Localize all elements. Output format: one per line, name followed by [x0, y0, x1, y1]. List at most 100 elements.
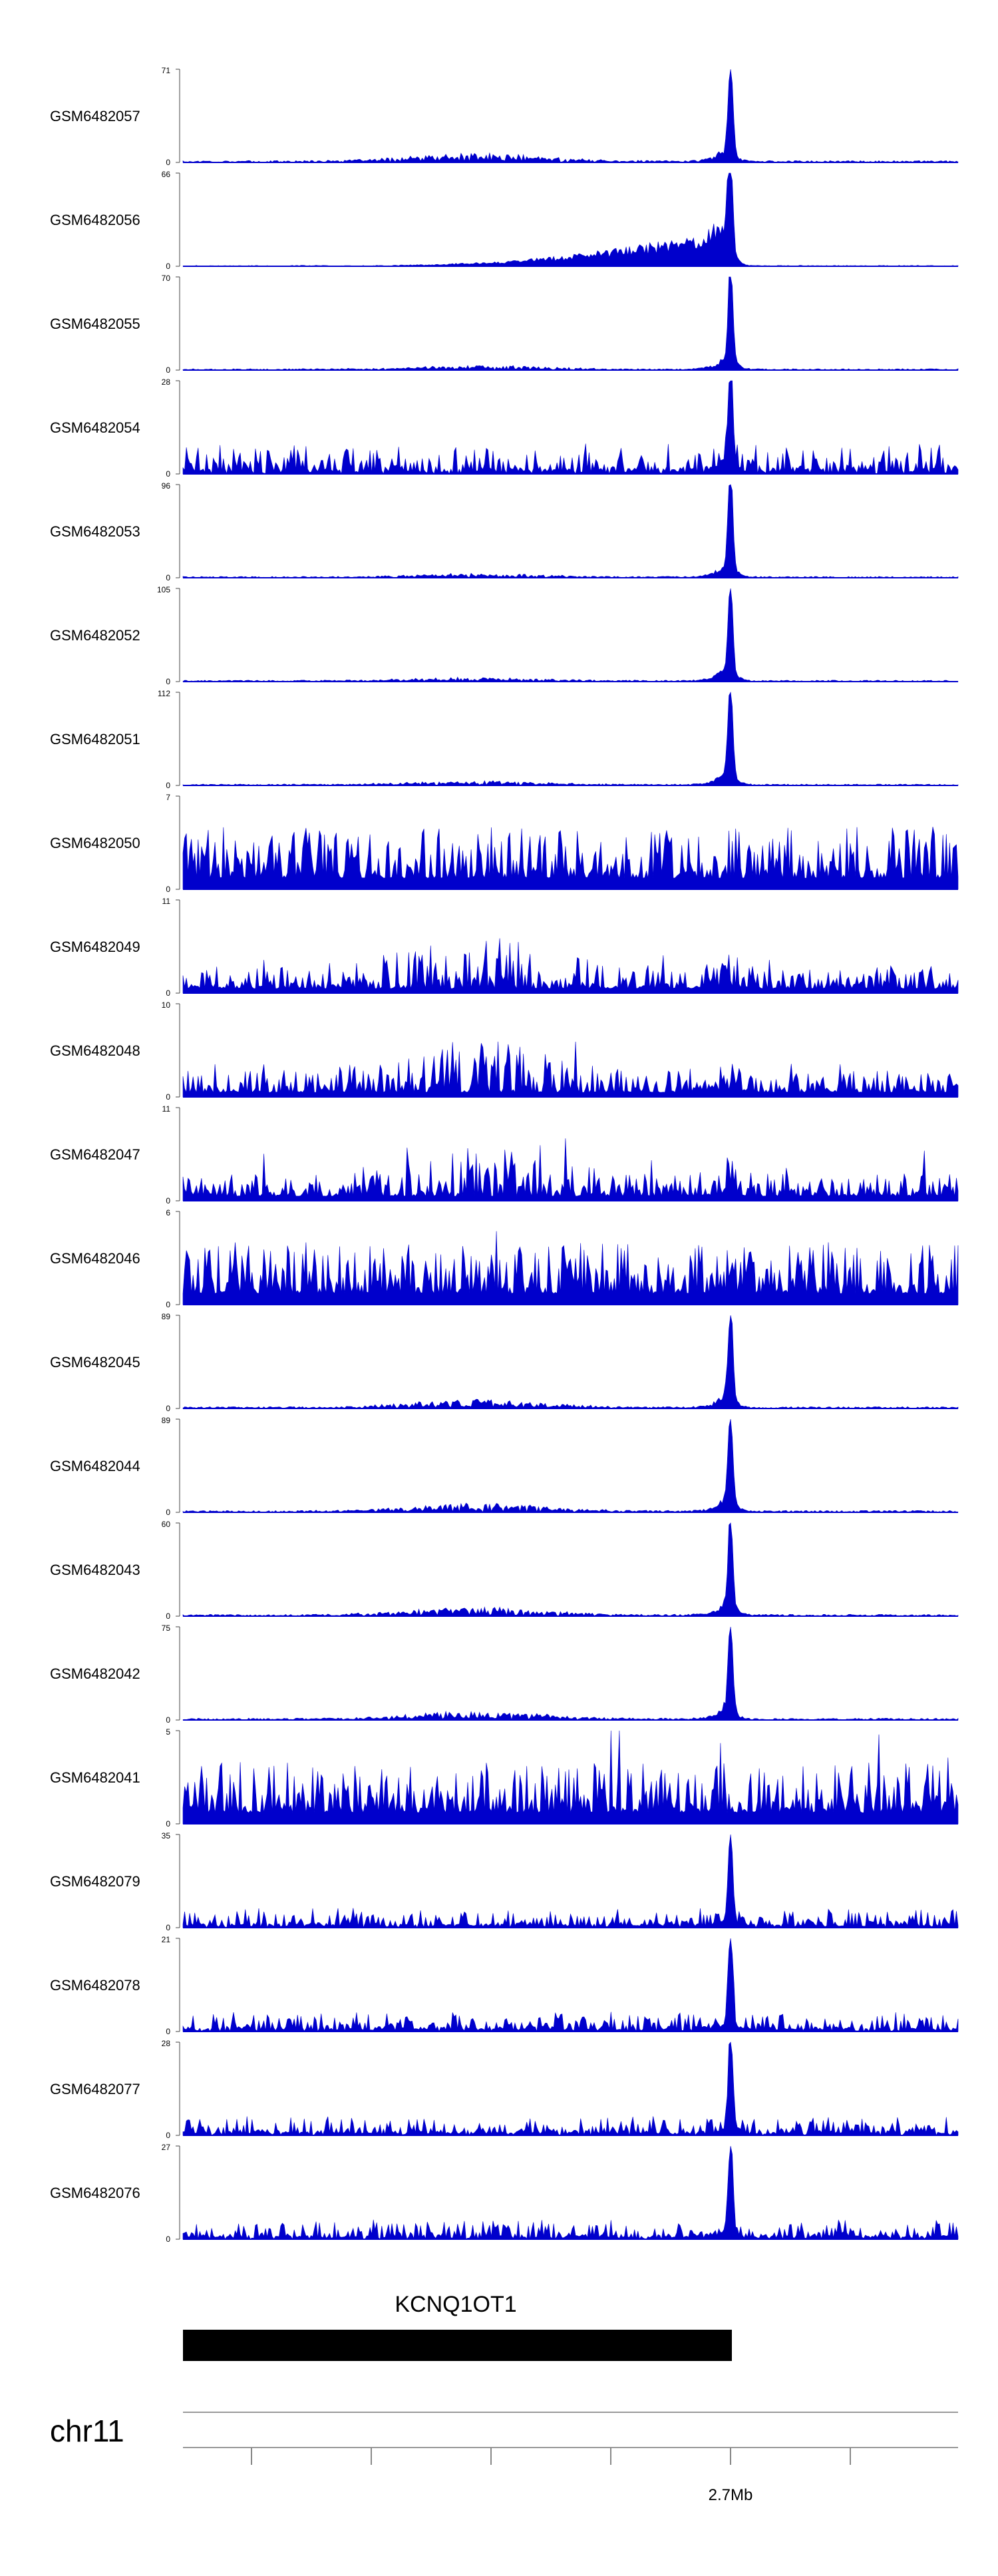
track-GSM6482045: GSM6482045 89 0 — [50, 1312, 959, 1413]
track-label: GSM6482076 — [50, 2185, 140, 2201]
track-ymin-label: 0 — [166, 158, 170, 167]
track-ymin-label: 0 — [166, 1508, 170, 1517]
track-GSM6482055: GSM6482055 70 0 — [50, 274, 959, 375]
track-ymax-label: 71 — [162, 66, 171, 75]
x-axis-ticks — [251, 2448, 851, 2465]
track-label: GSM6482049 — [50, 939, 140, 955]
track-ymax-label: 105 — [157, 585, 170, 594]
track-GSM6482043: GSM6482043 60 0 — [50, 1520, 959, 1621]
track-GSM6482041: GSM6482041 5 0 — [50, 1727, 959, 1828]
coverage-area — [182, 1041, 959, 1098]
track-ymax-label: 60 — [162, 1520, 171, 1529]
track-label: GSM6482045 — [50, 1354, 140, 1371]
coverage-area — [182, 827, 959, 890]
track-ymin-label: 0 — [166, 1819, 170, 1828]
track-label: GSM6482055 — [50, 316, 140, 332]
coverage-area — [182, 1231, 959, 1305]
coverage-area — [182, 1938, 959, 2032]
track-label: GSM6482043 — [50, 1562, 140, 1578]
track-ymin-label: 0 — [166, 1715, 170, 1725]
track-ymin-label: 0 — [166, 885, 170, 894]
track-ymax-label: 27 — [162, 2143, 171, 2152]
track-GSM6482044: GSM6482044 89 0 — [50, 1416, 959, 1517]
track-ymax-label: 35 — [162, 1831, 171, 1840]
track-ymin-label: 0 — [166, 365, 170, 375]
track-ymin-label: 0 — [166, 677, 170, 686]
track-label: GSM6482041 — [50, 1769, 140, 1786]
track-GSM6482042: GSM6482042 75 0 — [50, 1623, 959, 1725]
track-ymax-label: 7 — [166, 793, 170, 802]
track-ymax-label: 70 — [162, 274, 171, 283]
track-label: GSM6482042 — [50, 1665, 140, 1682]
coverage-area — [182, 380, 959, 475]
track-ymin-label: 0 — [166, 1404, 170, 1413]
coverage-area — [182, 2041, 959, 2136]
coverage-area — [182, 2145, 959, 2240]
track-ymin-label: 0 — [166, 573, 170, 582]
track-ymax-label: 96 — [162, 481, 171, 491]
track-ymax-label: 5 — [166, 1727, 170, 1737]
coverage-area — [182, 1418, 959, 1513]
coverage-area — [182, 1730, 959, 1825]
track-ymin-label: 0 — [166, 1611, 170, 1621]
track-GSM6482078: GSM6482078 21 0 — [50, 1935, 959, 2036]
track-ymax-label: 89 — [162, 1312, 171, 1321]
track-ymax-label: 28 — [162, 2039, 171, 2048]
track-label: GSM6482053 — [50, 523, 140, 540]
track-label: GSM6482056 — [50, 212, 140, 228]
track-ymax-label: 11 — [162, 897, 171, 906]
track-ymax-label: 21 — [162, 1935, 171, 1944]
coverage-area — [182, 1315, 959, 1409]
track-ymin-label: 0 — [166, 2027, 170, 2036]
track-ymax-label: 89 — [162, 1416, 171, 1425]
track-GSM6482056: GSM6482056 66 0 — [50, 170, 959, 271]
track-label: GSM6482048 — [50, 1042, 140, 1059]
track-GSM6482053: GSM6482053 96 0 — [50, 481, 959, 582]
track-ymin-label: 0 — [166, 1092, 170, 1102]
coverage-area — [182, 1834, 959, 1928]
track-GSM6482050: GSM6482050 7 0 — [50, 793, 959, 894]
track-GSM6482054: GSM6482054 28 0 — [50, 377, 959, 479]
track-label: GSM6482079 — [50, 1873, 140, 1890]
track-GSM6482049: GSM6482049 11 0 — [50, 897, 959, 998]
coverage-area — [182, 276, 959, 371]
track-ymin-label: 0 — [166, 988, 170, 998]
track-GSM6482047: GSM6482047 11 0 — [50, 1104, 959, 1205]
track-label: GSM6482050 — [50, 835, 140, 851]
track-GSM6482051: GSM6482051 112 0 — [50, 689, 959, 790]
track-ymax-label: 6 — [166, 1208, 170, 1217]
track-GSM6482076: GSM6482076 27 0 — [50, 2143, 959, 2244]
track-GSM6482077: GSM6482077 28 0 — [50, 2039, 959, 2140]
gene-label: KCNQ1OT1 — [395, 2292, 516, 2317]
track-label: GSM6482078 — [50, 1977, 140, 1994]
track-ymin-label: 0 — [166, 469, 170, 479]
track-GSM6482079: GSM6482079 35 0 — [50, 1831, 959, 1932]
track-label: GSM6482057 — [50, 108, 140, 124]
track-label: GSM6482051 — [50, 731, 140, 748]
coverage-area — [182, 1626, 959, 1721]
track-ymin-label: 0 — [166, 2235, 170, 2244]
track-label: GSM6482054 — [50, 419, 140, 436]
track-ymax-label: 10 — [162, 1000, 171, 1010]
coverage-area — [182, 69, 959, 163]
track-ymax-label: 28 — [162, 377, 171, 387]
track-ymin-label: 0 — [166, 1923, 170, 1932]
track-ymax-label: 11 — [162, 1104, 171, 1114]
track-ymin-label: 0 — [166, 2131, 170, 2140]
x-tick-label: 2.7Mb — [709, 2486, 753, 2504]
track-ymin-label: 0 — [166, 781, 170, 790]
track-ymin-label: 0 — [166, 1300, 170, 1309]
track-ymax-label: 112 — [158, 689, 170, 698]
coverage-area — [182, 691, 959, 786]
track-GSM6482052: GSM6482052 105 0 — [50, 585, 959, 686]
track-ymax-label: 75 — [162, 1623, 171, 1633]
track-label: GSM6482046 — [50, 1250, 140, 1267]
track-label: GSM6482052 — [50, 627, 140, 644]
track-GSM6482048: GSM6482048 10 0 — [50, 1000, 959, 1102]
coverage-area — [182, 938, 959, 994]
track-label: GSM6482077 — [50, 2081, 140, 2097]
track-ymax-label: 66 — [162, 170, 171, 179]
coverage-area — [182, 484, 959, 578]
track-label: GSM6482047 — [50, 1146, 140, 1163]
